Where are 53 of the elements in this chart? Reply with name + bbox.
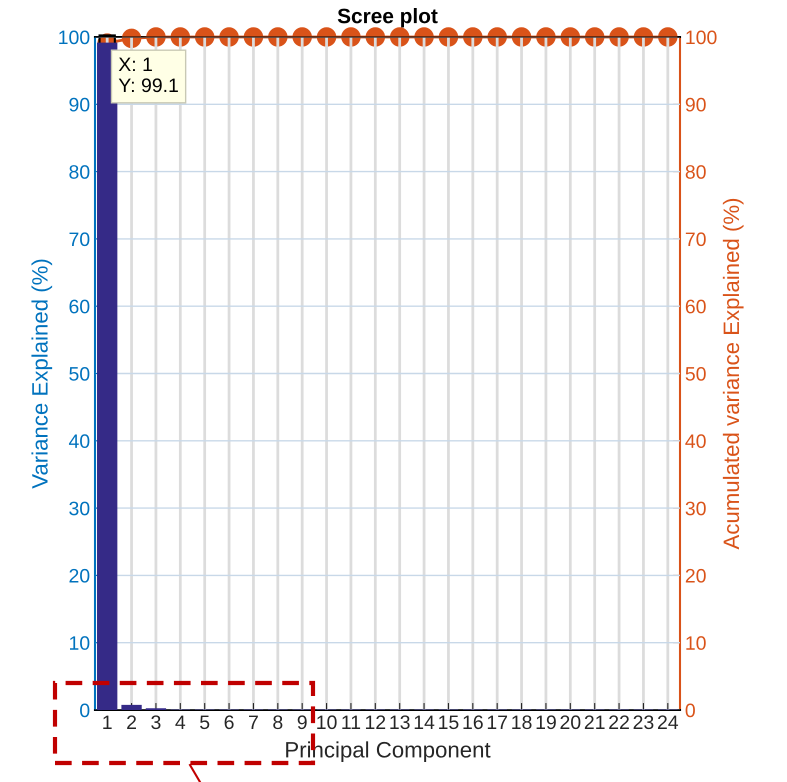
x-tick-label: 14	[414, 716, 434, 729]
y-tick-label: 40	[68, 434, 90, 448]
y2-tick-label: 70	[686, 232, 706, 246]
y-tick-label: 100	[59, 30, 90, 44]
y2-tick-label: 0	[686, 703, 695, 718]
y-tick-label: 80	[69, 165, 90, 179]
y-tick-label: 10	[70, 636, 90, 650]
y2-tick-label: 40	[685, 434, 706, 448]
x-tick-label: 7	[249, 716, 258, 729]
chart-title: Scree plot	[338, 8, 438, 28]
y2-tick-label: 30	[686, 502, 706, 516]
annotation: X: 1 Y: 99.1	[118, 58, 178, 92]
x-tick-label: 12	[366, 715, 386, 729]
x-tick-label: 8	[273, 715, 282, 730]
y2-tick-label: 10	[686, 636, 706, 650]
y-tick-label: 30	[69, 502, 90, 516]
x-tick-label: 10	[317, 715, 337, 730]
x-tick-label: 5	[200, 716, 210, 730]
x-tick-label: 22	[609, 715, 629, 729]
y-tick-label: 70	[70, 232, 90, 246]
x-tick-label: 18	[512, 715, 532, 730]
y2-tick-label: 80	[686, 165, 706, 179]
y2-tick-label: 100	[686, 30, 717, 44]
y2-axis-title: Acumulated variance Explained (%)	[722, 198, 744, 550]
x-tick-label: 20	[560, 715, 580, 730]
x-tick-label: 15	[439, 716, 458, 730]
bar	[121, 704, 142, 710]
y-tick-label: 60	[70, 300, 90, 314]
y-tick-label: 90	[69, 98, 90, 112]
x-tick-label: 16	[463, 715, 483, 730]
x-tick-label: 13	[390, 715, 410, 730]
x-tick-label: 2	[127, 715, 136, 729]
x-tick-label: 1	[103, 716, 112, 729]
y2-tick-label: 60	[686, 300, 706, 314]
x-tick-label: 24	[658, 715, 678, 729]
bar	[97, 42, 118, 710]
x-tick-label: 21	[584, 715, 605, 729]
y-tick-label: 0	[80, 703, 90, 718]
y2-tick-label: 90	[686, 98, 706, 112]
y-tick-label: 20	[69, 568, 90, 583]
x-tick-label: 6	[224, 715, 234, 730]
x-tick-label: 4	[175, 716, 186, 729]
x-tick-label: 23	[634, 715, 654, 730]
x-tick-label: 17	[488, 716, 508, 729]
x-tick-label: 3	[151, 715, 160, 730]
y2-tick-label: 50	[686, 366, 706, 381]
x-axis-title: Principal Component	[286, 741, 490, 762]
x-tick-label: 11	[342, 716, 360, 729]
x-tick-label: 19	[536, 715, 556, 730]
y-axis-title: Variance Explained (%)	[31, 260, 52, 489]
x-tick-label: 9	[298, 715, 307, 730]
y2-tick-label: 20	[686, 568, 706, 583]
y-tick-label: 50	[69, 366, 90, 381]
